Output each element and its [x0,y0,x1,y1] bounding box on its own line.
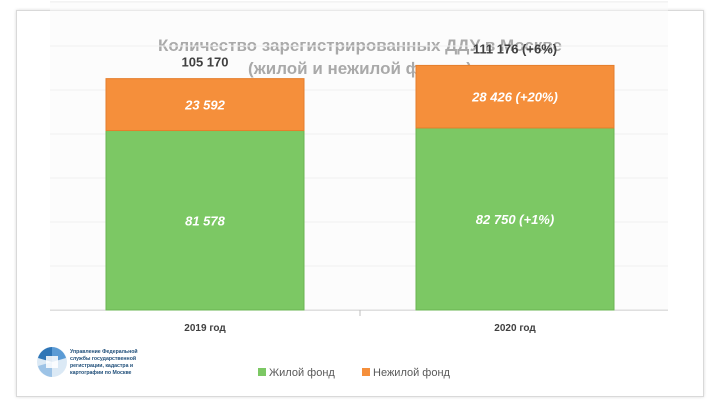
logo-line: службы государственной [70,356,137,362]
x-tick-label: 2019 год [184,323,226,334]
x-tick-label: 2020 год [494,323,536,334]
data-label: 28 426 (+20%) [471,90,558,105]
data-labels: 81 578 23 592 105 170 2019 год 82 750 (+1%) 2… [182,41,558,334]
total-label: 105 170 [182,55,229,70]
data-label: 81 578 [185,213,226,228]
bar-residential [415,127,615,311]
logo-line: регистрации, кадастра и [70,363,134,369]
logo-line: Управление Федеральной [70,349,138,355]
bars [105,64,615,311]
data-label: 23 592 [184,98,226,113]
legend-label: Нежилой фонд [373,367,451,379]
legend-swatch [258,368,266,376]
bar-nonresidential [105,78,305,132]
logo-line: картографии по Москве [70,370,132,376]
logo-text: Управление Федеральной службы государств… [70,349,160,377]
bar-nonresidential [415,64,615,129]
legend: Жилой фонд Нежилой фонд [258,367,451,379]
bar-residential [105,130,305,311]
data-label: 82 750 (+1%) [476,212,554,227]
legend-label: Жилой фонд [269,367,335,379]
logo-emblem [37,347,67,377]
legend-swatch [362,368,370,376]
total-label: 111 176 (+6%) [473,41,557,56]
